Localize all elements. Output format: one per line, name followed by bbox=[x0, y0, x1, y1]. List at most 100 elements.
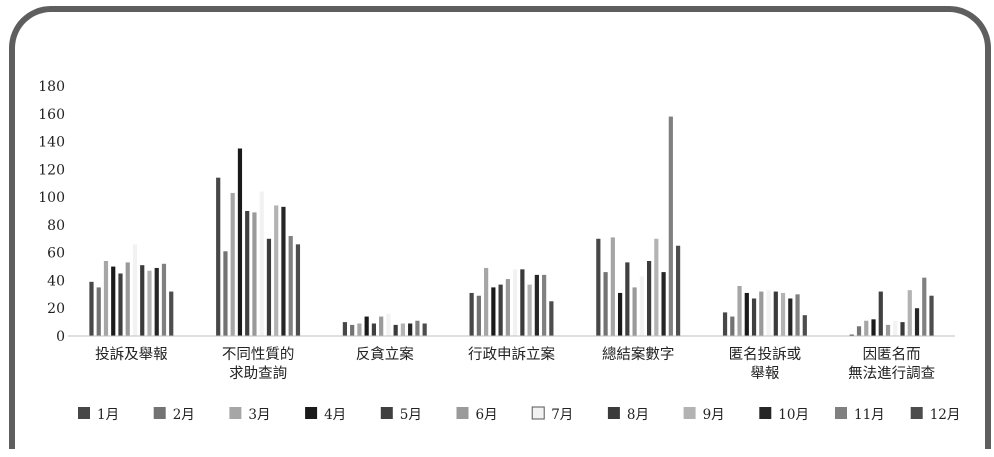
bar bbox=[132, 244, 138, 336]
legend-swatch bbox=[305, 407, 318, 419]
bar bbox=[505, 279, 510, 336]
plot-background bbox=[57, 60, 959, 395]
bar bbox=[96, 287, 101, 336]
legend-swatch bbox=[78, 407, 90, 419]
x-category-label: 無法進行調查 bbox=[848, 365, 935, 382]
bar bbox=[856, 326, 862, 336]
bar bbox=[169, 291, 174, 336]
bar bbox=[274, 205, 279, 336]
bar bbox=[625, 262, 630, 336]
bar bbox=[230, 192, 235, 336]
bar bbox=[393, 324, 398, 336]
bar bbox=[661, 272, 666, 336]
y-tick-label: 40 bbox=[47, 273, 65, 289]
bar bbox=[675, 245, 681, 336]
bar bbox=[795, 294, 800, 336]
bar bbox=[357, 323, 362, 336]
bar bbox=[751, 298, 757, 336]
bar bbox=[379, 316, 384, 336]
x-category-label: 因匿名而 bbox=[863, 346, 921, 363]
bar bbox=[864, 320, 869, 336]
legend-label: 8月 bbox=[627, 407, 649, 423]
bar bbox=[900, 322, 905, 336]
bar bbox=[646, 261, 652, 336]
bar bbox=[400, 323, 406, 336]
bar bbox=[422, 323, 427, 336]
y-tick-label: 60 bbox=[47, 246, 65, 262]
bar bbox=[893, 320, 898, 336]
bar bbox=[542, 274, 547, 336]
bar bbox=[498, 284, 503, 336]
bar bbox=[484, 267, 489, 336]
bar bbox=[161, 263, 167, 336]
bar bbox=[342, 322, 348, 336]
bar bbox=[885, 324, 891, 336]
legend-label: 9月 bbox=[703, 407, 725, 423]
bar bbox=[125, 262, 130, 336]
bar bbox=[364, 316, 369, 336]
bar bbox=[513, 269, 518, 336]
bar bbox=[871, 319, 876, 336]
bar bbox=[914, 308, 920, 336]
bar bbox=[759, 291, 764, 336]
bar bbox=[154, 267, 159, 336]
bar bbox=[878, 291, 883, 336]
bar bbox=[386, 313, 391, 336]
y-axis: 0 20 40 60 80 100 120 140 160 180 bbox=[38, 79, 65, 345]
bar bbox=[766, 290, 771, 336]
bar bbox=[907, 290, 912, 336]
legend-swatch bbox=[380, 407, 393, 419]
y-tick-label: 20 bbox=[47, 301, 65, 317]
bar bbox=[147, 270, 152, 336]
x-category-label: 求助查詢 bbox=[229, 365, 287, 382]
x-category-label: 不同性質的 bbox=[222, 345, 295, 363]
bar bbox=[118, 273, 123, 336]
legend-label: 11月 bbox=[854, 407, 885, 423]
y-tick-label: 160 bbox=[38, 107, 65, 123]
x-category-label: 投訴及舉報 bbox=[95, 346, 168, 363]
bar bbox=[617, 292, 623, 336]
bar bbox=[111, 266, 116, 336]
bar bbox=[596, 238, 601, 336]
bar bbox=[534, 274, 539, 336]
legend-swatch bbox=[456, 407, 469, 419]
bar bbox=[223, 251, 228, 336]
bar bbox=[520, 269, 525, 336]
bar bbox=[140, 265, 145, 336]
bar bbox=[245, 211, 250, 336]
bar bbox=[295, 244, 301, 336]
bar bbox=[415, 320, 420, 336]
legend-label: 12月 bbox=[930, 407, 961, 423]
legend: 1月 2月 3月 4月 5月 6月 7月 8月 9月 10月 11月 12月 bbox=[78, 406, 961, 423]
bar bbox=[216, 177, 221, 336]
bar bbox=[259, 191, 264, 336]
bar bbox=[476, 295, 481, 336]
legend-swatch bbox=[607, 407, 620, 419]
bar bbox=[744, 292, 749, 336]
bar bbox=[722, 312, 728, 336]
y-tick-label: 140 bbox=[38, 135, 65, 151]
y-tick-label: 180 bbox=[38, 79, 65, 95]
bar bbox=[469, 292, 474, 336]
x-category-label: 舉報 bbox=[750, 365, 779, 382]
bar bbox=[632, 287, 637, 336]
bar bbox=[527, 284, 532, 336]
y-tick-label: 80 bbox=[47, 218, 65, 234]
legend-swatch bbox=[835, 407, 847, 419]
bar bbox=[639, 276, 644, 336]
legend-swatch bbox=[229, 407, 242, 419]
legend-label: 3月 bbox=[248, 407, 270, 423]
legend-label: 5月 bbox=[400, 407, 422, 423]
bar bbox=[281, 206, 286, 336]
legend-label: 7月 bbox=[551, 407, 573, 423]
bar bbox=[371, 323, 377, 336]
bar bbox=[266, 238, 272, 336]
bar bbox=[737, 286, 742, 336]
bar bbox=[237, 148, 243, 336]
bar bbox=[654, 238, 659, 336]
y-tick-label: 120 bbox=[38, 162, 65, 178]
x-category-label: 反貪立案 bbox=[356, 345, 414, 363]
chart-frame bbox=[9, 6, 991, 449]
bar bbox=[773, 291, 778, 336]
y-tick-label: 100 bbox=[38, 190, 65, 206]
